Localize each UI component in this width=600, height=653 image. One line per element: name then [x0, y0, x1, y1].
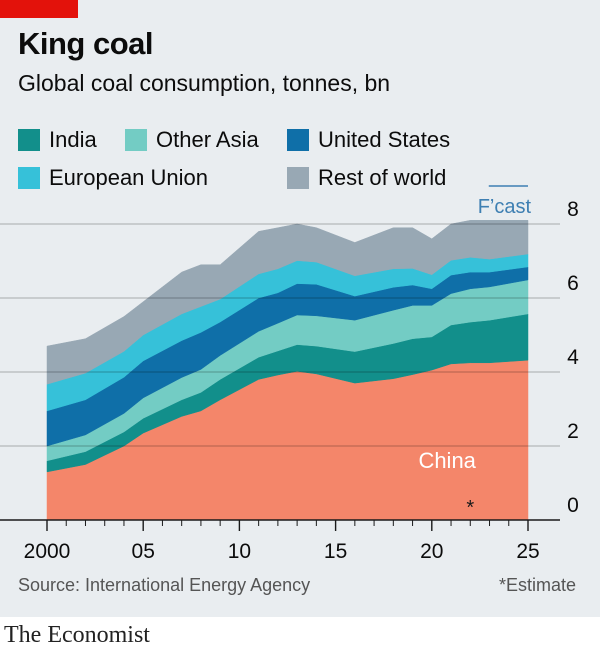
area-rest-of-world	[46, 220, 529, 385]
chart-subtitle: Global coal consumption, tonnes, bn	[18, 70, 391, 96]
x-tick-label-2025: 25	[516, 540, 539, 563]
x-tick-label-2000: 2000	[24, 540, 71, 563]
y-tick-label-8: 8	[567, 198, 579, 221]
legend-label-india: India	[49, 127, 97, 152]
legend-swatch-india	[18, 129, 40, 151]
estimate-marker: *	[466, 497, 474, 519]
legend-item-india: India	[18, 126, 97, 154]
legend-item-european-union: European Union	[18, 164, 208, 192]
legend-swatch-united-states	[287, 129, 309, 151]
source-note: Source: International Energy Agency	[18, 575, 311, 595]
x-tick-label-2010: 10	[228, 540, 251, 563]
coal-area-chart: 0 2 4 6 8 2000 05 10 15 20 25 F’cast China *	[0, 185, 579, 563]
y-tick-label-0: 0	[567, 494, 579, 517]
legend-swatch-other-asia	[125, 129, 147, 151]
legend-swatch-rest-of-world	[287, 167, 309, 189]
economist-logo-text: The Economist	[4, 622, 150, 648]
legend-item-other-asia: Other Asia	[125, 126, 259, 154]
series-label-china: China	[418, 448, 476, 473]
legend-item-rest-of-world: Rest of world	[287, 164, 446, 192]
legend-label-european-union: European Union	[49, 165, 209, 190]
legend-item-united-states: United States	[287, 126, 450, 154]
legend-label-rest-of-world: Rest of world	[318, 165, 447, 190]
x-tick-label-2015: 15	[324, 540, 347, 563]
legend-label-united-states: United States	[318, 127, 451, 152]
estimate-footnote: *Estimate	[498, 575, 576, 595]
y-tick-label-4: 4	[567, 346, 579, 369]
y-tick-label-6: 6	[567, 272, 579, 295]
x-tick-label-2005: 05	[132, 540, 155, 563]
brand-red-tag	[0, 0, 78, 18]
x-tick-label-2020: 20	[420, 540, 443, 563]
y-tick-label-2: 2	[567, 420, 579, 443]
legend-swatch-european-union	[18, 167, 40, 189]
legend-label-other-asia: Other Asia	[156, 127, 259, 152]
chart-title: King coal	[18, 26, 154, 61]
forecast-label: F’cast	[478, 196, 532, 218]
